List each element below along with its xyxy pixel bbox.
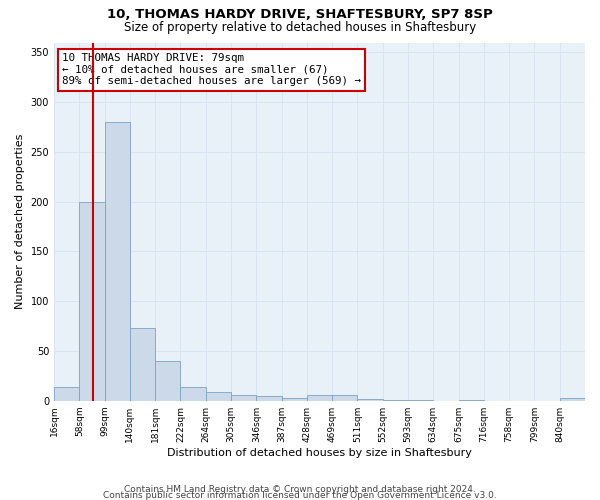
Bar bbox=[155, 361, 181, 401]
Text: Contains public sector information licensed under the Open Government Licence v3: Contains public sector information licen… bbox=[103, 491, 497, 500]
Bar bbox=[130, 328, 155, 400]
Y-axis label: Number of detached properties: Number of detached properties bbox=[15, 134, 25, 310]
X-axis label: Distribution of detached houses by size in Shaftesbury: Distribution of detached houses by size … bbox=[167, 448, 472, 458]
Text: 10, THOMAS HARDY DRIVE, SHAFTESBURY, SP7 8SP: 10, THOMAS HARDY DRIVE, SHAFTESBURY, SP7… bbox=[107, 8, 493, 20]
Bar bbox=[281, 398, 307, 400]
Text: Contains HM Land Registry data © Crown copyright and database right 2024.: Contains HM Land Registry data © Crown c… bbox=[124, 484, 476, 494]
Bar bbox=[332, 394, 358, 400]
Bar bbox=[54, 387, 79, 400]
Bar bbox=[181, 387, 206, 400]
Bar bbox=[358, 398, 383, 400]
Bar bbox=[231, 394, 256, 400]
Bar bbox=[79, 202, 104, 400]
Bar bbox=[256, 396, 281, 400]
Text: 10 THOMAS HARDY DRIVE: 79sqm
← 10% of detached houses are smaller (67)
89% of se: 10 THOMAS HARDY DRIVE: 79sqm ← 10% of de… bbox=[62, 53, 361, 86]
Bar bbox=[307, 394, 332, 400]
Text: Size of property relative to detached houses in Shaftesbury: Size of property relative to detached ho… bbox=[124, 21, 476, 34]
Bar bbox=[560, 398, 585, 400]
Bar bbox=[104, 122, 130, 400]
Bar bbox=[206, 392, 231, 400]
